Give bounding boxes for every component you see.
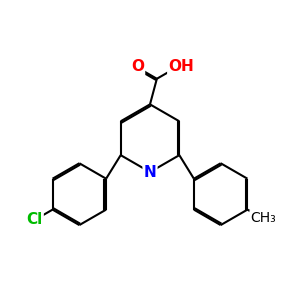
Text: OH: OH <box>168 59 194 74</box>
Text: CH₃: CH₃ <box>250 211 276 225</box>
Text: Cl: Cl <box>26 212 43 227</box>
Text: N: N <box>144 165 156 180</box>
Text: O: O <box>131 59 144 74</box>
